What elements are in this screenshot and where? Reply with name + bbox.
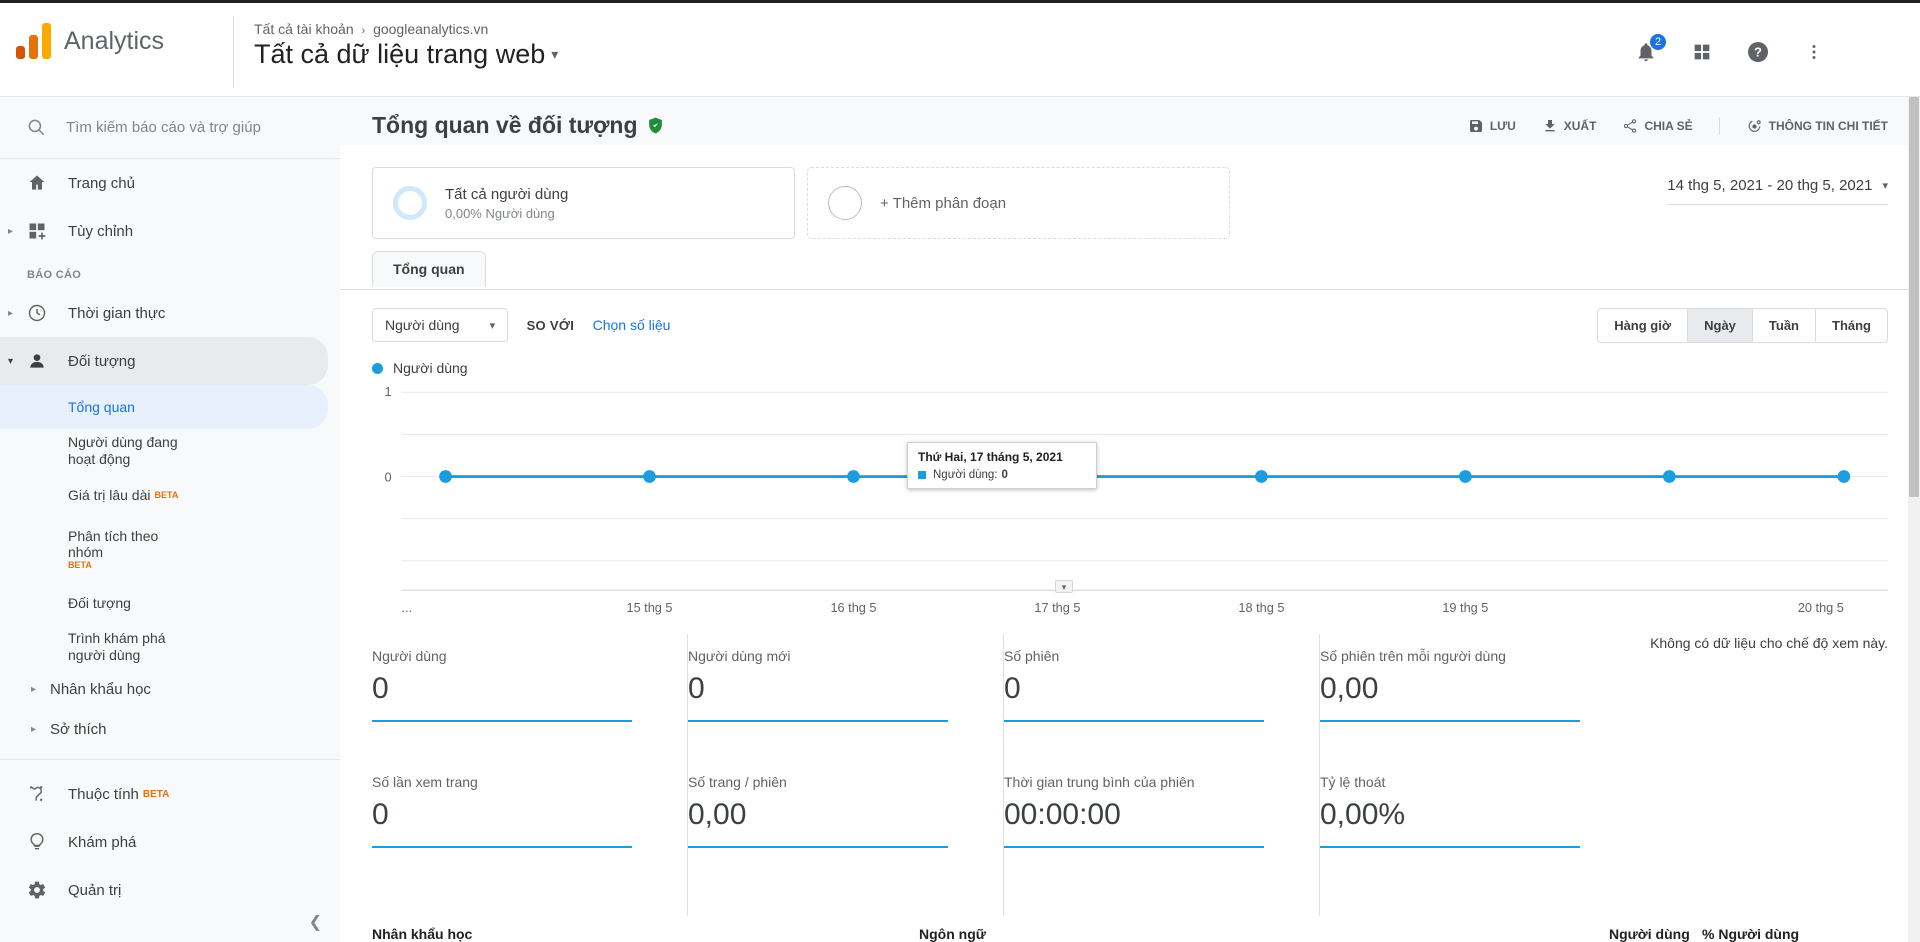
svg-text:16 thg 5: 16 thg 5: [830, 600, 876, 615]
svg-text:1: 1: [385, 384, 392, 399]
svg-text:15 thg 5: 15 thg 5: [626, 600, 672, 615]
svg-text:18 thg 5: 18 thg 5: [1238, 600, 1284, 615]
svg-text:17 thg 5: 17 thg 5: [1034, 600, 1080, 615]
svg-text:...: ...: [401, 600, 412, 615]
svg-text:20 thg 5: 20 thg 5: [1798, 600, 1844, 615]
svg-text:19 thg 5: 19 thg 5: [1442, 600, 1488, 615]
svg-text:?: ?: [1754, 44, 1762, 59]
svg-text:0: 0: [385, 469, 392, 484]
